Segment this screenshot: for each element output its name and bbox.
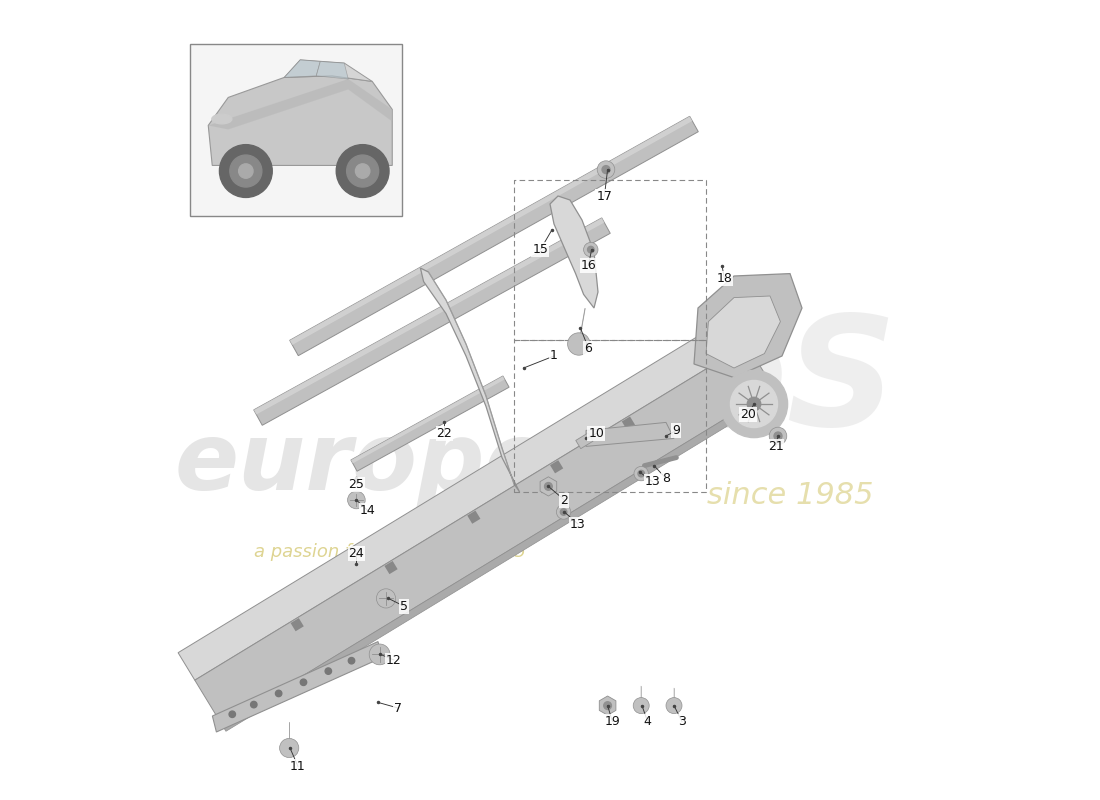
Text: europes: europes [175,418,605,510]
Bar [550,460,563,474]
Circle shape [349,658,354,664]
Polygon shape [289,116,692,345]
Circle shape [634,466,648,481]
Ellipse shape [212,114,232,124]
Text: 9: 9 [672,424,680,437]
Text: 15: 15 [532,243,548,256]
Text: 2: 2 [561,494,569,506]
Bar [384,561,397,574]
Circle shape [634,698,649,714]
Text: 20: 20 [740,408,757,421]
Circle shape [544,482,552,490]
Text: 19: 19 [605,715,620,728]
Circle shape [300,679,307,686]
Text: 7: 7 [394,702,402,714]
Circle shape [769,427,786,445]
Text: 8: 8 [662,472,670,485]
Text: 5: 5 [400,600,408,613]
Bar [190,44,402,216]
Polygon shape [316,62,349,79]
Polygon shape [289,116,698,356]
Polygon shape [586,422,674,446]
Text: 4: 4 [644,715,651,728]
Polygon shape [694,274,802,378]
Polygon shape [212,642,382,732]
Text: 10: 10 [588,427,604,440]
Polygon shape [284,60,372,82]
Circle shape [602,166,610,174]
Circle shape [279,738,299,758]
Text: 6: 6 [584,342,592,354]
Text: eS: eS [683,310,896,458]
Polygon shape [351,376,505,463]
Circle shape [239,164,253,178]
Bar [468,510,481,524]
Circle shape [747,398,761,410]
Bar [575,433,593,449]
Text: 13: 13 [645,475,660,488]
Circle shape [557,505,571,519]
Text: 21: 21 [768,440,783,453]
Circle shape [229,711,235,718]
Circle shape [376,589,396,608]
Circle shape [638,470,645,477]
Polygon shape [284,60,320,78]
Circle shape [251,702,257,708]
Polygon shape [178,317,747,680]
Circle shape [730,381,778,427]
Polygon shape [351,376,509,471]
Text: 11: 11 [290,760,306,773]
Polygon shape [222,389,778,731]
Polygon shape [540,477,557,496]
Text: since 1985: since 1985 [706,482,873,510]
Polygon shape [706,296,780,368]
Text: 13: 13 [570,518,586,530]
Circle shape [337,145,389,198]
Circle shape [326,668,331,674]
Text: 24: 24 [349,547,364,560]
Circle shape [275,690,282,697]
Polygon shape [550,196,598,308]
Circle shape [568,333,590,355]
Circle shape [720,370,788,438]
Bar [290,618,304,631]
Polygon shape [254,218,611,426]
Text: 17: 17 [596,190,613,202]
Circle shape [666,698,682,714]
Circle shape [355,164,370,178]
Circle shape [584,242,598,257]
Text: 1: 1 [550,350,558,362]
Polygon shape [254,218,604,414]
Circle shape [587,246,594,253]
Polygon shape [208,79,393,130]
Circle shape [219,145,272,198]
Polygon shape [208,76,393,166]
Text: a passion for parts since 1985: a passion for parts since 1985 [254,543,526,561]
Circle shape [230,155,262,187]
Circle shape [348,491,365,509]
Text: 22: 22 [437,427,452,440]
Circle shape [560,509,566,515]
Text: 3: 3 [678,715,686,728]
Text: 18: 18 [716,272,733,285]
Text: 14: 14 [360,504,375,517]
Circle shape [370,644,390,665]
Polygon shape [600,696,616,715]
Text: 16: 16 [581,259,596,272]
Polygon shape [195,344,774,725]
Circle shape [774,432,782,440]
Bar [621,417,635,430]
Circle shape [346,155,378,187]
Text: 12: 12 [386,654,402,666]
Circle shape [604,702,612,710]
Polygon shape [420,268,519,492]
Circle shape [597,161,615,178]
Text: 25: 25 [349,478,364,490]
